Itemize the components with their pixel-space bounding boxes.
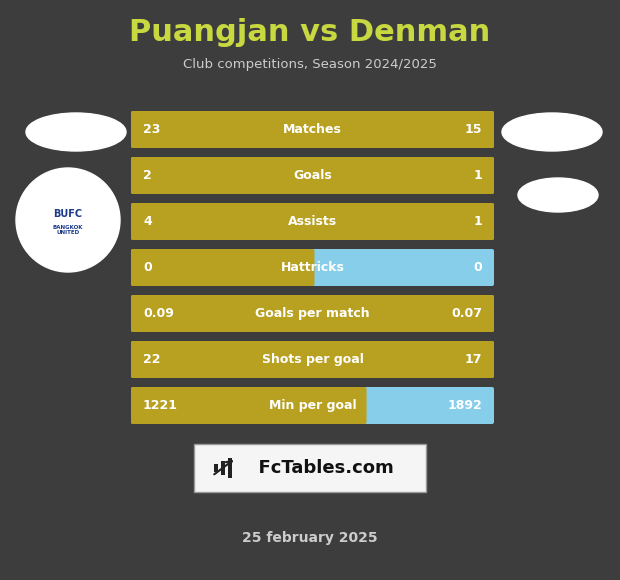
Text: Min per goal: Min per goal bbox=[268, 399, 356, 412]
Text: 25 february 2025: 25 february 2025 bbox=[242, 531, 378, 545]
FancyBboxPatch shape bbox=[131, 111, 494, 148]
Circle shape bbox=[16, 168, 120, 272]
Text: 1: 1 bbox=[473, 169, 482, 182]
Text: Matches: Matches bbox=[283, 123, 342, 136]
Text: 17: 17 bbox=[464, 353, 482, 366]
Text: Goals per match: Goals per match bbox=[255, 307, 370, 320]
FancyBboxPatch shape bbox=[131, 157, 494, 194]
Ellipse shape bbox=[26, 113, 126, 151]
Text: 2: 2 bbox=[143, 169, 152, 182]
Text: Club competitions, Season 2024/2025: Club competitions, Season 2024/2025 bbox=[183, 58, 437, 71]
Text: 1892: 1892 bbox=[447, 399, 482, 412]
FancyBboxPatch shape bbox=[221, 461, 225, 475]
Text: Shots per goal: Shots per goal bbox=[262, 353, 363, 366]
FancyBboxPatch shape bbox=[228, 458, 232, 478]
Text: 15: 15 bbox=[464, 123, 482, 136]
FancyBboxPatch shape bbox=[131, 111, 494, 148]
FancyBboxPatch shape bbox=[194, 444, 426, 492]
Text: 23: 23 bbox=[143, 123, 161, 136]
Text: Hattricks: Hattricks bbox=[281, 261, 345, 274]
Text: FcTables.com: FcTables.com bbox=[246, 459, 394, 477]
Text: 22: 22 bbox=[143, 353, 161, 366]
FancyBboxPatch shape bbox=[131, 341, 494, 378]
FancyBboxPatch shape bbox=[131, 203, 494, 240]
Text: Goals: Goals bbox=[293, 169, 332, 182]
FancyBboxPatch shape bbox=[131, 249, 494, 286]
FancyBboxPatch shape bbox=[131, 249, 314, 286]
Text: BANGKOK
UNITED: BANGKOK UNITED bbox=[53, 224, 83, 235]
Text: 0.07: 0.07 bbox=[451, 307, 482, 320]
Text: 1221: 1221 bbox=[143, 399, 178, 412]
Text: Assists: Assists bbox=[288, 215, 337, 228]
FancyBboxPatch shape bbox=[131, 295, 494, 332]
Text: BUFC: BUFC bbox=[53, 209, 82, 219]
FancyBboxPatch shape bbox=[131, 341, 494, 378]
Text: 4: 4 bbox=[143, 215, 152, 228]
Text: 0: 0 bbox=[143, 261, 152, 274]
FancyBboxPatch shape bbox=[131, 387, 366, 424]
Text: Puangjan vs Denman: Puangjan vs Denman bbox=[130, 18, 490, 47]
FancyBboxPatch shape bbox=[131, 295, 494, 332]
Ellipse shape bbox=[518, 178, 598, 212]
FancyBboxPatch shape bbox=[131, 387, 494, 424]
FancyBboxPatch shape bbox=[214, 464, 218, 472]
FancyBboxPatch shape bbox=[131, 157, 494, 194]
Text: 0: 0 bbox=[473, 261, 482, 274]
Ellipse shape bbox=[502, 113, 602, 151]
FancyBboxPatch shape bbox=[131, 203, 494, 240]
Text: 1: 1 bbox=[473, 215, 482, 228]
Text: 0.09: 0.09 bbox=[143, 307, 174, 320]
